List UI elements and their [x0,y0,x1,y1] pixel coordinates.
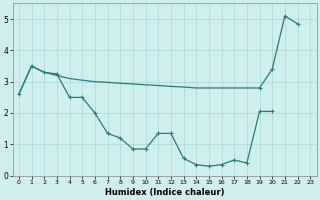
X-axis label: Humidex (Indice chaleur): Humidex (Indice chaleur) [105,188,224,197]
